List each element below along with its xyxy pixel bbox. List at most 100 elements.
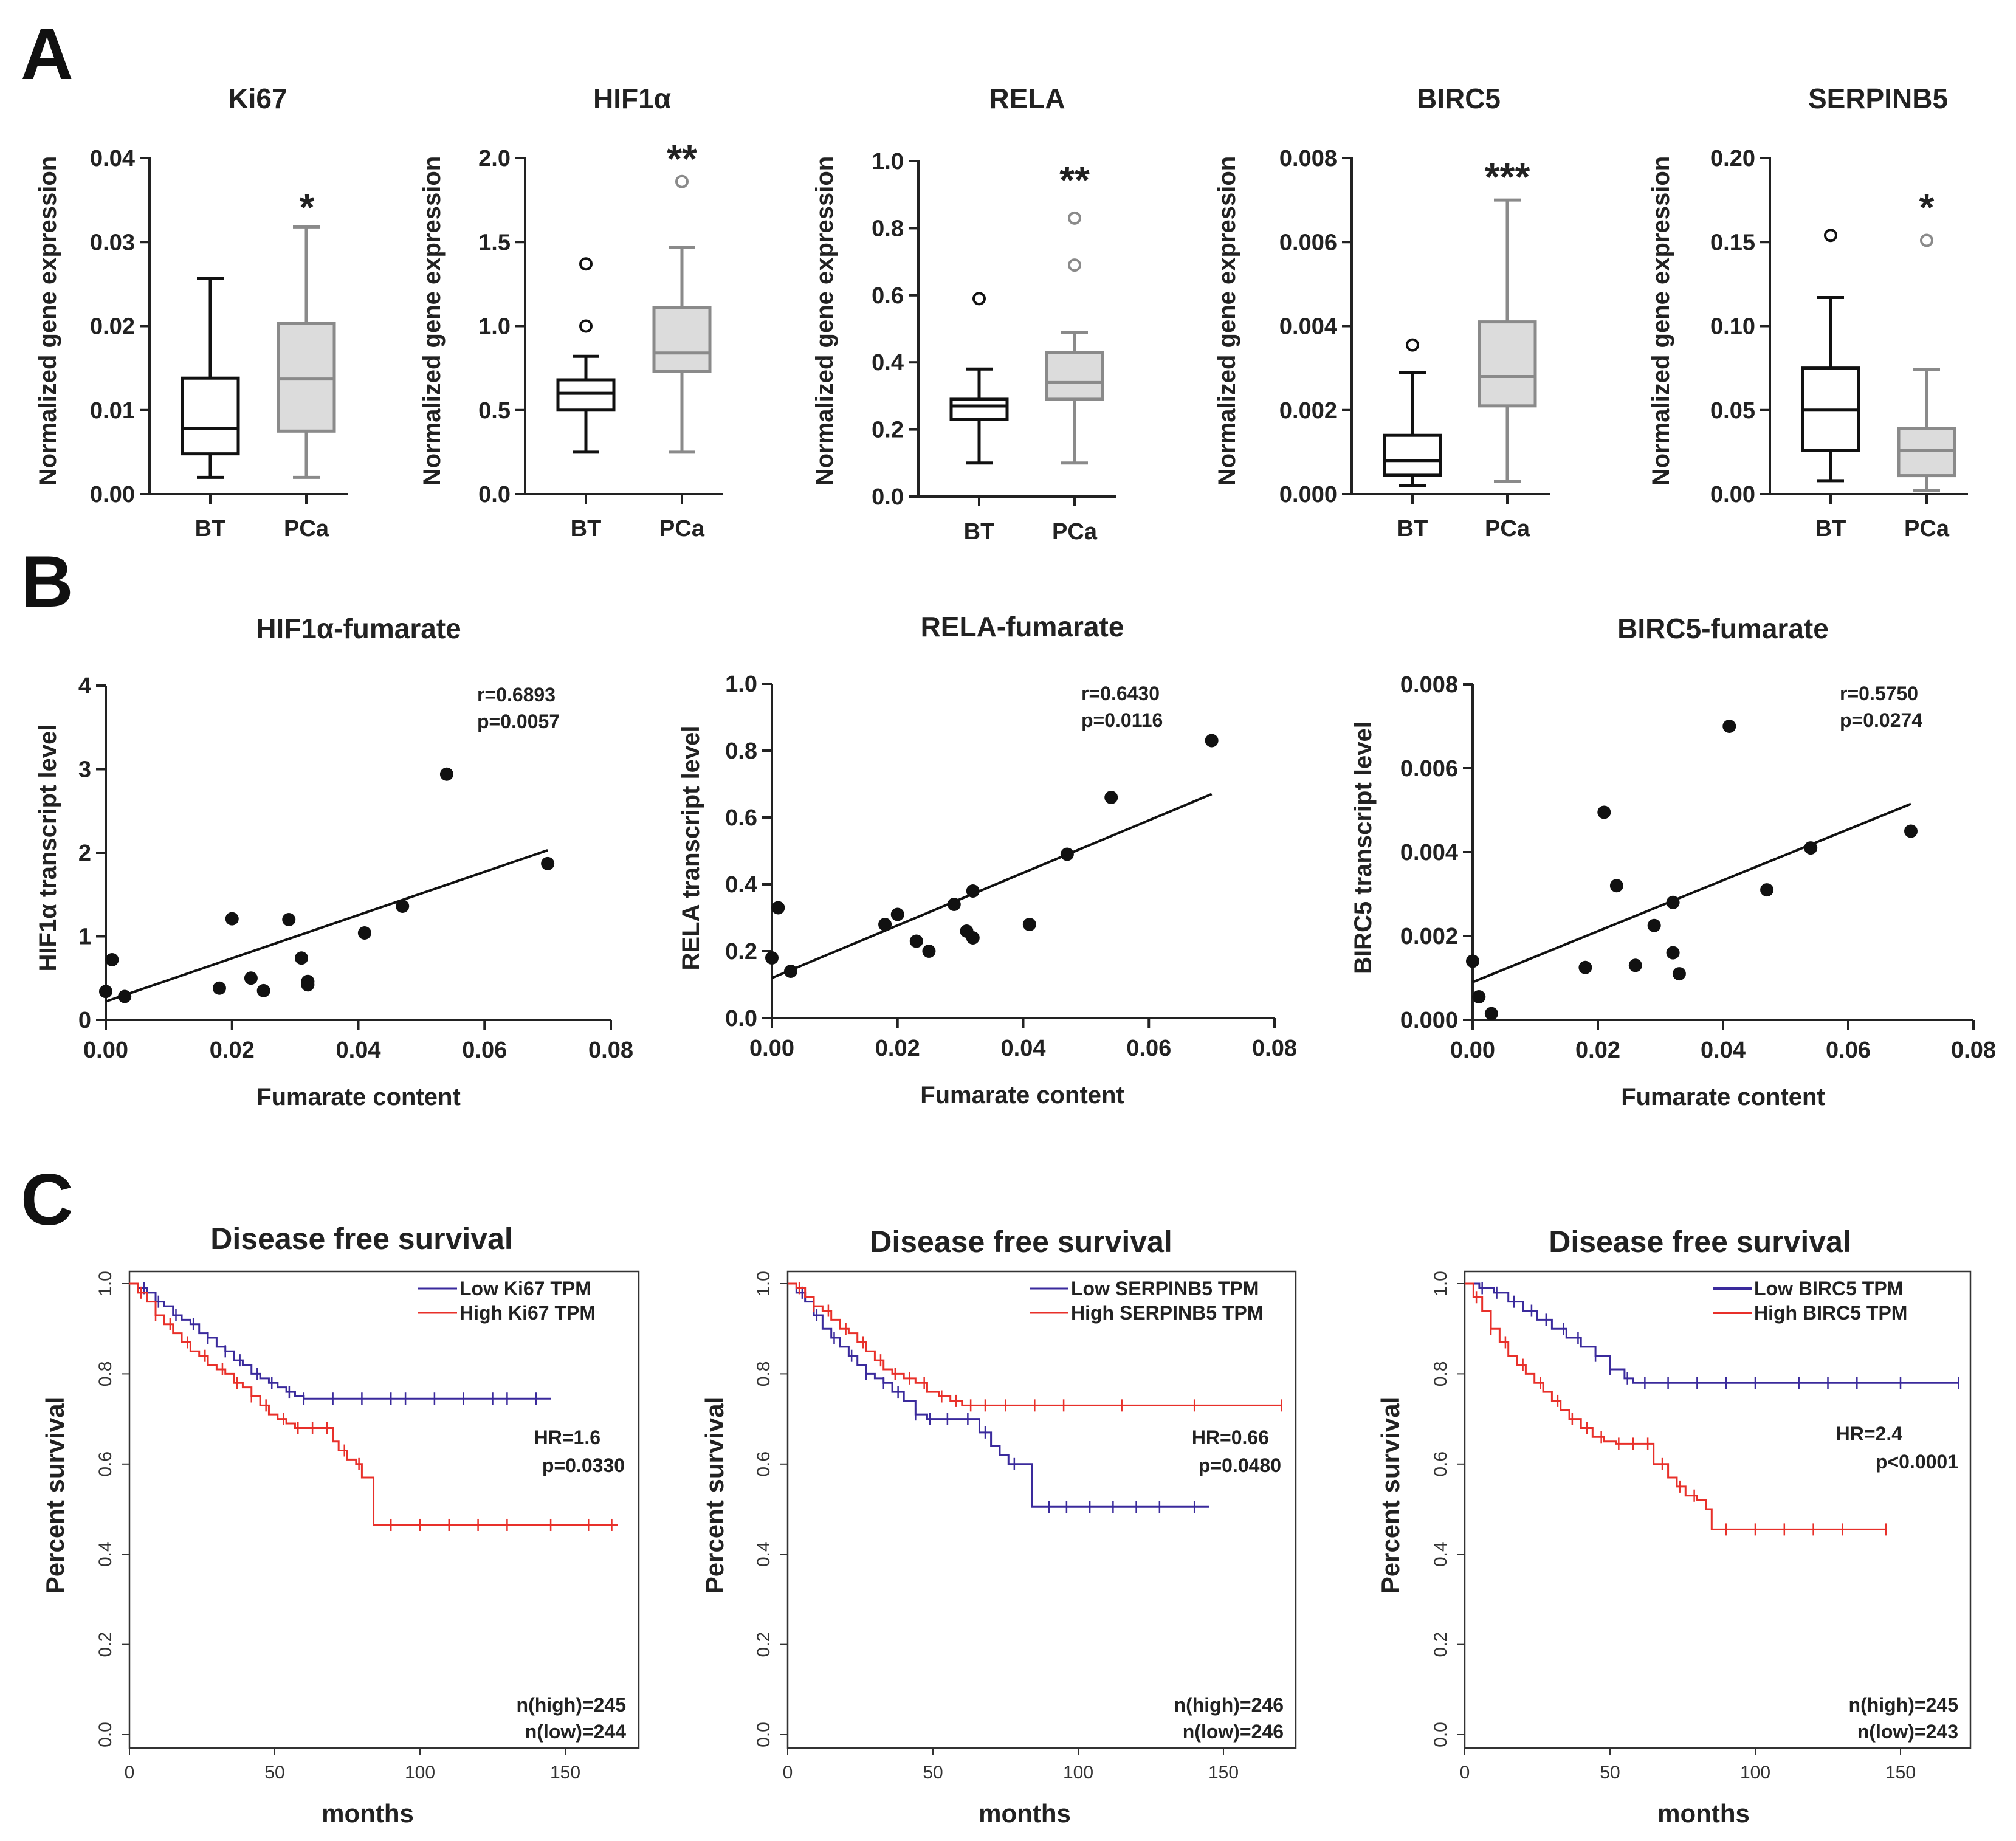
box-chart-rela: RELA Normalized gene expression ** BT PC…	[811, 83, 1116, 545]
y-tick-label: 0.006	[1279, 230, 1337, 255]
y-tick-label: 0.8	[872, 216, 904, 241]
y-tick-label: 0.8	[95, 1361, 115, 1387]
panel-letter-a: A	[21, 13, 74, 95]
survival-curve-low	[788, 1282, 1209, 1508]
data-point	[1760, 883, 1774, 897]
y-tick-label: 0.4	[754, 1541, 774, 1567]
y-axis-label: Normalized gene expression	[35, 156, 61, 486]
box-chart-hif1a: HIF1α Normalized gene expression ** BT P…	[419, 83, 723, 542]
legend-label-low: Low SERPINB5 TPM	[1071, 1278, 1259, 1299]
y-tick-label: 2	[78, 841, 91, 866]
data-point	[1804, 841, 1818, 855]
data-point	[1722, 720, 1736, 733]
box-pca	[1045, 351, 1104, 401]
x-tick-label: 100	[1063, 1763, 1093, 1783]
y-tick-label: 0.2	[95, 1632, 115, 1657]
box-bt	[181, 376, 240, 456]
x-tick-label: 150	[1208, 1763, 1239, 1783]
data-point	[1666, 946, 1680, 960]
data-point	[256, 983, 270, 997]
regression-line	[1472, 802, 1911, 983]
y-tick-label: 0.2	[872, 418, 904, 443]
data-point	[105, 953, 119, 966]
n-high: n(high)=245	[1849, 1694, 1958, 1716]
y-tick-label: 0.002	[1279, 398, 1337, 424]
chart-title: HIF1α-fumarate	[256, 613, 461, 644]
x-tick-label: PCa	[1904, 516, 1950, 542]
y-tick-label: 0.0	[725, 1006, 757, 1031]
panel-letter-c: C	[21, 1159, 74, 1241]
x-tick-label: 0.00	[83, 1037, 128, 1063]
data-point	[439, 767, 453, 781]
y-tick-label: 0.20	[1710, 146, 1755, 171]
x-tick-label: BT	[195, 516, 226, 542]
data-point	[1904, 824, 1918, 838]
y-tick-label: 0.15	[1710, 230, 1755, 255]
correlation-p: p=0.0274	[1840, 709, 1922, 731]
y-tick-label: 0.10	[1710, 314, 1755, 340]
box-bt	[949, 397, 1009, 421]
y-axis-label: Percent survival	[1376, 1397, 1405, 1594]
survival-chart-ki67: Disease free survival Percent survival m…	[41, 1222, 640, 1828]
x-axis-label: Fumarate content	[256, 1084, 461, 1110]
y-tick-label: 0.0	[872, 484, 904, 510]
y-tick-label: 1.0	[95, 1271, 115, 1296]
y-tick-label: 4	[78, 673, 91, 699]
data-point	[99, 985, 112, 999]
data-point	[118, 989, 132, 1003]
box-chart-serpinb5: SERPINB5 Normalized gene expression * BT…	[1648, 83, 1968, 542]
data-point	[1466, 954, 1479, 968]
outlier-point	[1824, 229, 1837, 243]
y-tick-label: 0.6	[1431, 1451, 1451, 1477]
x-tick-label: BT	[571, 516, 602, 542]
x-tick-label: PCa	[284, 516, 329, 542]
chart-title: BIRC5	[1417, 83, 1501, 114]
x-tick-label: 150	[1885, 1763, 1916, 1783]
survival-curve-high	[1465, 1282, 1887, 1530]
y-tick-label: 0.5	[478, 398, 511, 424]
x-tick-label: 0.06	[1126, 1036, 1171, 1061]
x-tick-label: PCa	[1052, 519, 1098, 545]
scatter-chart-hif1a: HIF1α-fumarate HIF1α transcript level Fu…	[35, 613, 633, 1110]
outlier-point	[1068, 211, 1081, 225]
x-tick-label: 0	[1460, 1763, 1470, 1783]
regression-line	[105, 848, 548, 1003]
y-tick-label: 0.002	[1400, 924, 1458, 949]
x-axis-label: Fumarate content	[920, 1082, 1124, 1109]
survival-curve-low	[129, 1282, 551, 1400]
y-tick-label: 1	[78, 924, 91, 950]
data-point	[966, 931, 980, 945]
n-high: n(high)=245	[517, 1694, 626, 1716]
x-tick-label: BT	[1815, 516, 1846, 542]
correlation-p: p=0.0057	[477, 711, 560, 732]
y-tick-label: 1.0	[1431, 1271, 1451, 1296]
legend-label-high: High Ki67 TPM	[459, 1302, 596, 1324]
y-tick-label: 0.000	[1400, 1008, 1458, 1033]
y-tick-label: 0.000	[1279, 482, 1337, 508]
y-tick-label: 0.8	[754, 1361, 774, 1387]
y-axis-label: Normalized gene expression	[811, 156, 838, 486]
y-tick-label: 0.2	[725, 939, 757, 965]
x-tick-label: 0.04	[336, 1037, 381, 1063]
p-value: p=0.0480	[1199, 1454, 1281, 1476]
data-point	[1484, 1007, 1498, 1020]
data-point	[878, 918, 892, 931]
y-tick-label: 0.0	[478, 482, 511, 508]
x-axis-label: Fumarate content	[1621, 1084, 1825, 1110]
y-axis-label: HIF1α transcript level	[35, 724, 61, 972]
x-tick-label: 0.04	[1001, 1036, 1046, 1061]
data-point	[282, 913, 296, 926]
data-point	[784, 965, 798, 978]
y-tick-label: 1.0	[478, 314, 511, 340]
data-point	[301, 978, 315, 992]
box-bt	[556, 378, 616, 412]
y-axis-label: Normalized gene expression	[1214, 156, 1240, 486]
correlation-r: r=0.6893	[477, 684, 556, 706]
n-low: n(low)=244	[525, 1721, 626, 1743]
x-tick-label: 0.08	[1252, 1036, 1297, 1061]
significance-marker: **	[1059, 158, 1090, 202]
x-tick-label: 0.06	[462, 1037, 507, 1063]
box-bt	[1383, 433, 1442, 477]
data-point	[1672, 967, 1686, 981]
n-high: n(high)=246	[1174, 1694, 1284, 1716]
